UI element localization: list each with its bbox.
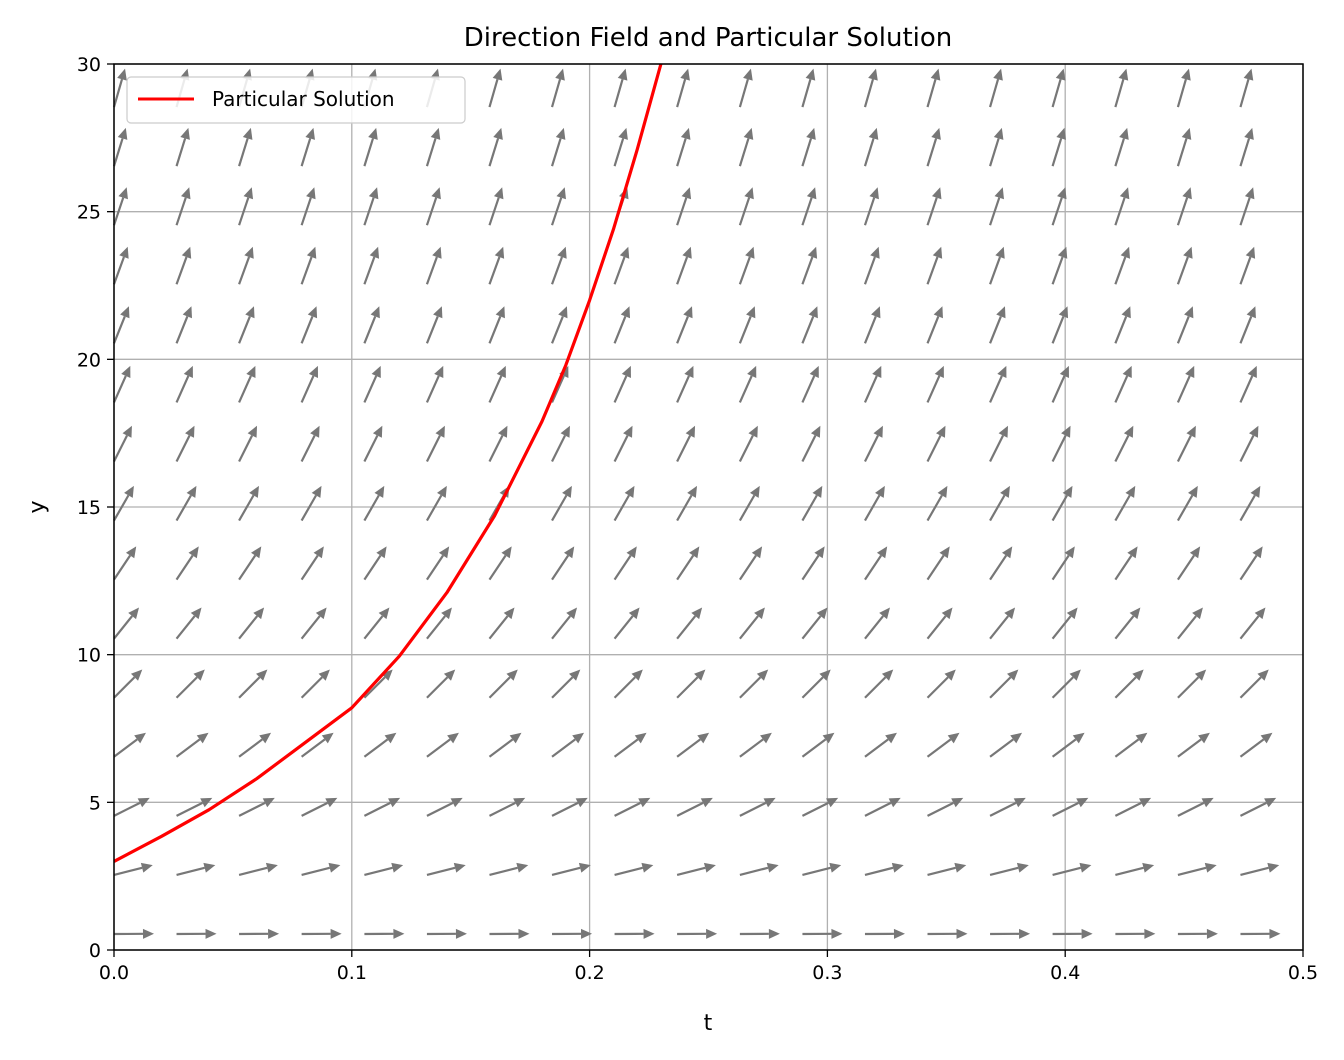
x-axis-label: t (704, 1011, 713, 1036)
y-tick-label: 10 (77, 645, 101, 667)
y-tick-label: 0 (89, 940, 101, 962)
x-tick-label: 0.2 (574, 962, 604, 984)
x-tick-label: 0.5 (1288, 962, 1318, 984)
x-tick-label: 0.1 (337, 962, 367, 984)
legend: Particular Solution (127, 77, 465, 123)
y-tick-label: 20 (77, 349, 101, 371)
x-tick-label: 0.3 (812, 962, 842, 984)
y-tick-label: 15 (77, 497, 101, 519)
x-tick-label: 0.4 (1050, 962, 1080, 984)
y-axis-label: y (25, 500, 50, 513)
chart-title: Direction Field and Particular Solution (464, 23, 953, 53)
x-tick-label: 0.0 (99, 962, 129, 984)
y-tick-label: 5 (89, 792, 101, 814)
y-tick-label: 25 (77, 202, 101, 224)
y-tick-label: 30 (77, 54, 101, 76)
legend-entry: Particular Solution (212, 87, 395, 111)
